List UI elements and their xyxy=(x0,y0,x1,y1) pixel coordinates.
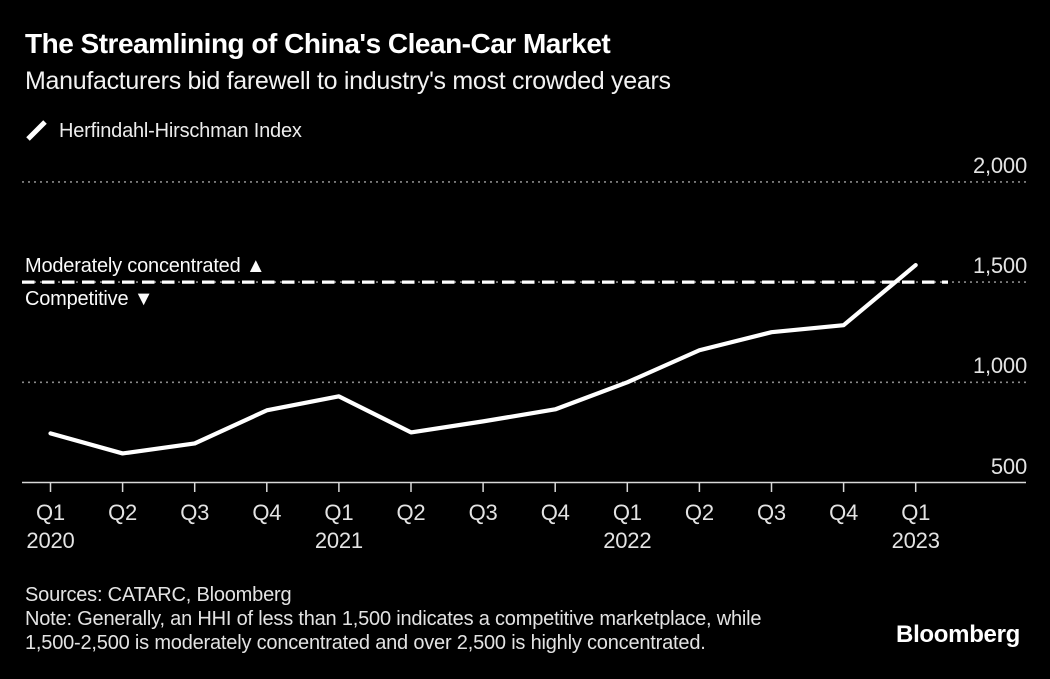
x-axis-year-label: 2023 xyxy=(891,528,940,553)
x-axis-quarter-label: Q2 xyxy=(108,500,138,525)
hhi-data-line xyxy=(48,262,918,456)
x-axis-quarter-label: Q3 xyxy=(180,500,210,525)
x-axis-quarter-label: Q1 xyxy=(901,500,931,525)
threshold-label-above: Moderately concentrated ▲ xyxy=(25,255,266,277)
x-axis-quarter-label: Q4 xyxy=(829,500,859,525)
bloomberg-logo: Bloomberg xyxy=(896,621,1020,648)
y-axis-label: 1,500 xyxy=(972,253,1027,279)
threshold-label-below: Competitive ▼ xyxy=(25,288,154,310)
x-axis-year-label: 2022 xyxy=(603,528,652,553)
y-axis-label: 1,000 xyxy=(972,353,1027,379)
x-axis-quarter-label: Q3 xyxy=(757,500,786,525)
footer: Sources: CATARC, Bloomberg Note: General… xyxy=(25,583,762,655)
y-axis-label: 500 xyxy=(990,453,1027,479)
x-axis-quarter-label: Q2 xyxy=(684,500,714,525)
line-swatch-icon xyxy=(26,120,47,141)
x-axis-quarter-label: Q4 xyxy=(540,500,570,525)
legend: Herfindahl-Hirschman Index xyxy=(25,119,302,143)
chart-subtitle: Manufacturers bid farewell to industry's… xyxy=(25,67,671,95)
legend-label: Herfindahl-Hirschman Index xyxy=(59,119,302,142)
chart-title: The Streamlining of China's Clean-Car Ma… xyxy=(25,28,611,59)
x-axis-quarter-label: Q2 xyxy=(396,500,426,525)
x-axis-quarter-label: Q1 xyxy=(36,500,65,525)
x-axis-quarter-label: Q1 xyxy=(612,500,642,525)
x-axis-quarter-label: Q4 xyxy=(252,500,282,525)
x-axis-quarter-label: Q3 xyxy=(468,500,498,525)
note-line-1: Note: Generally, an HHI of less than 1,5… xyxy=(25,608,762,630)
x-axis-year-label: 2021 xyxy=(314,528,363,553)
y-axis-label: 2,000 xyxy=(972,152,1027,178)
x-axis-quarter-label: Q1 xyxy=(324,500,354,525)
sources-line: Sources: CATARC, Bloomberg xyxy=(25,584,292,606)
note-line-2: 1,500-2,500 is moderately concentrated a… xyxy=(25,632,706,654)
x-axis-year-label: 2020 xyxy=(26,528,75,553)
